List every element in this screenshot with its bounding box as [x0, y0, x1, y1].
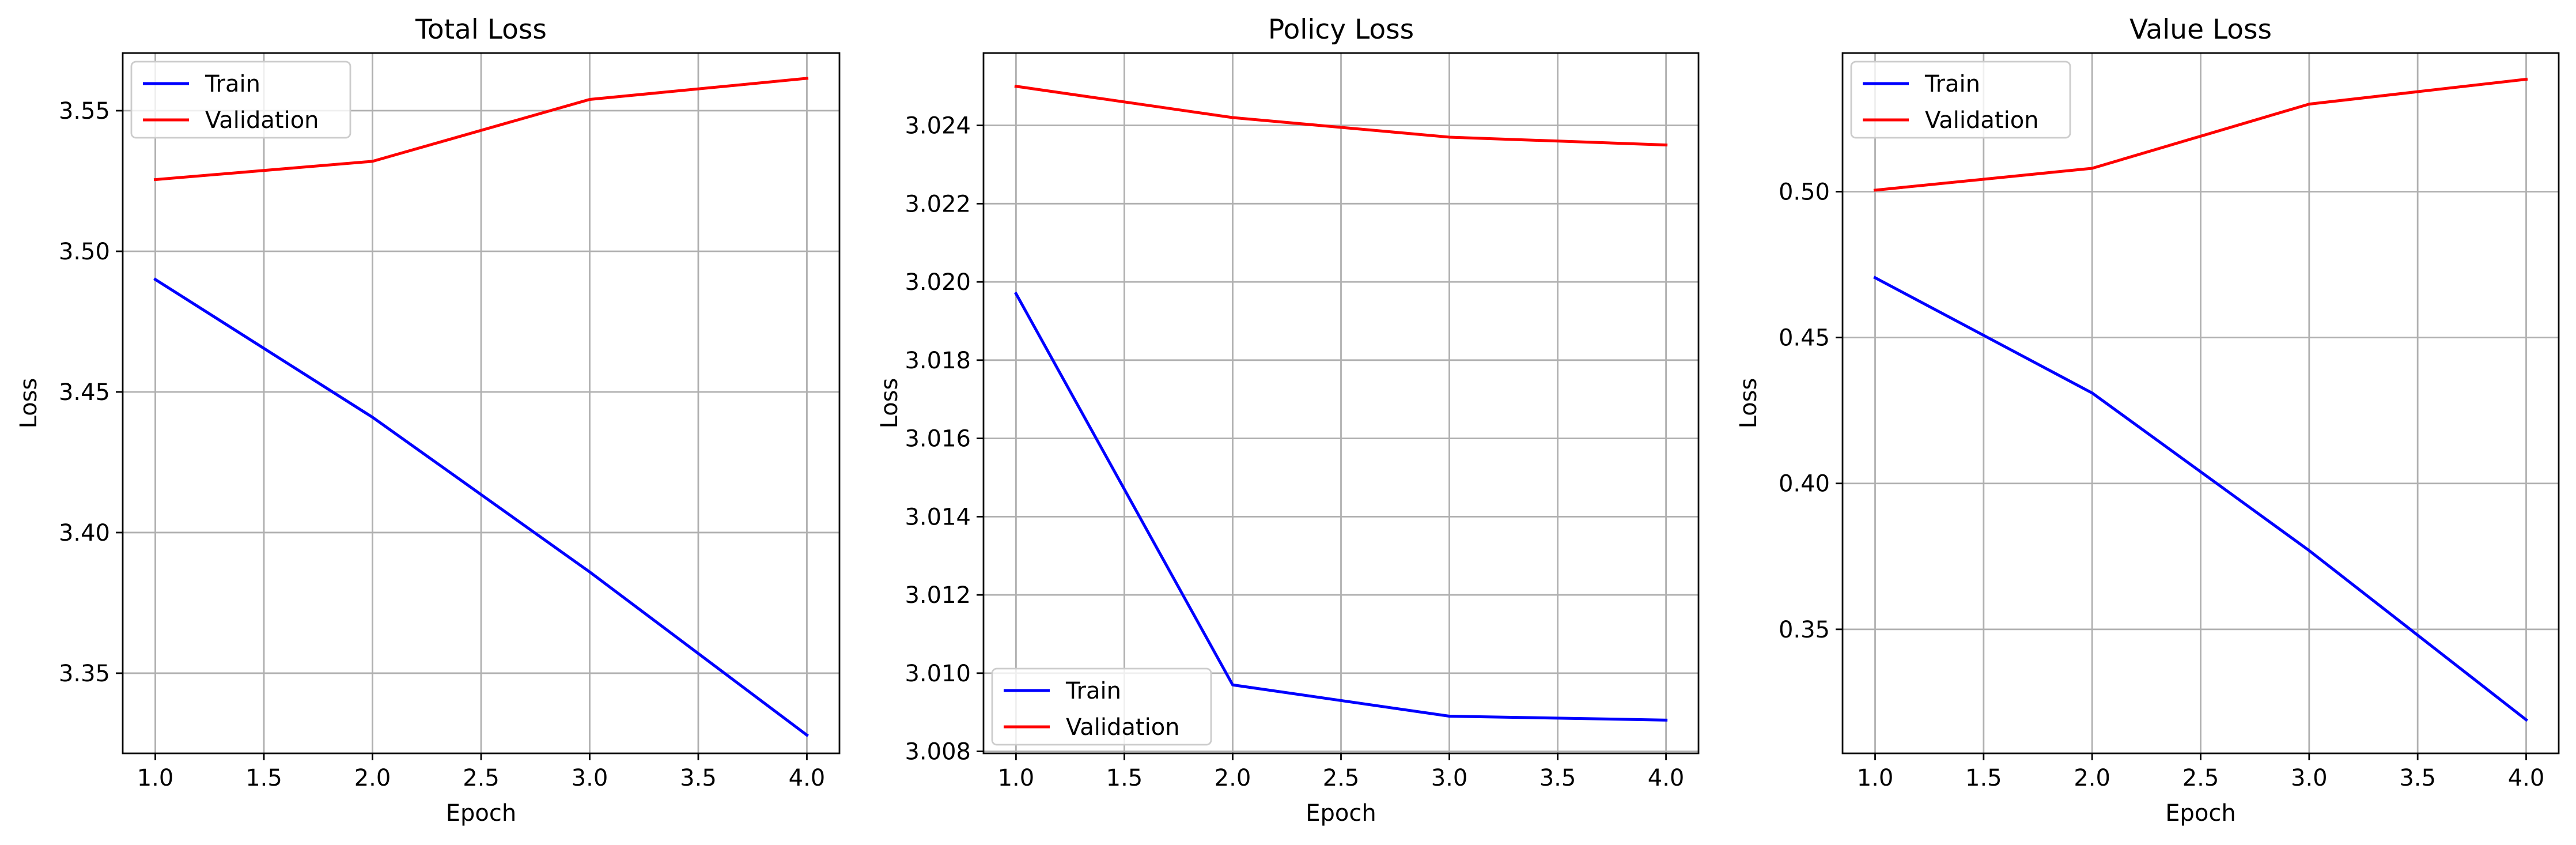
y-tick-label: 3.024	[905, 113, 971, 139]
y-tick-label: 3.016	[905, 426, 971, 452]
x-tick-label: 2.5	[1323, 765, 1360, 791]
y-axis-label: Loss	[876, 378, 903, 429]
y-tick-label: 0.40	[1779, 471, 1830, 497]
x-tick-label: 4.0	[1648, 765, 1685, 791]
y-tick-label: 0.50	[1779, 179, 1830, 205]
series-line-train	[153, 277, 809, 737]
x-tick-label: 3.0	[2291, 765, 2328, 791]
y-tick-label: 3.40	[59, 520, 110, 546]
x-tick-label: 3.5	[1539, 765, 1576, 791]
legend-label-validation: Validation	[205, 107, 319, 134]
x-tick-label: 3.0	[572, 765, 608, 791]
y-tick-label: 3.010	[905, 661, 971, 687]
x-tick-label: 3.0	[1431, 765, 1468, 791]
x-tick-label: 1.5	[1965, 765, 2002, 791]
x-axis-label: Epoch	[2165, 800, 2235, 827]
legend-label-train: Train	[1924, 71, 1980, 97]
chart-panel-2: 1.0 1.5 2.0 2.5 3.0 3.5 4.0 3.008 3.010 3.012 3.01…	[876, 14, 1700, 827]
x-tick-label: 1.0	[137, 765, 174, 791]
y-tick-label: 0.45	[1779, 325, 1830, 352]
series-line-train	[1873, 276, 2529, 722]
x-tick-label: 2.0	[2074, 765, 2110, 791]
x-tick-label: 1.5	[1106, 765, 1143, 791]
chart-title: Value Loss	[2129, 14, 2272, 46]
chart-title: Policy Loss	[1268, 14, 1414, 46]
x-axis-label: Epoch	[1306, 800, 1376, 827]
y-axis-label: Loss	[1735, 378, 1762, 429]
y-tick-label: 0.35	[1779, 617, 1830, 643]
x-tick-label: 1.0	[998, 765, 1035, 791]
series-line-train	[1014, 292, 1668, 722]
legend: Train Validation	[130, 61, 351, 139]
legend-label-train: Train	[205, 71, 260, 97]
x-tick-label: 2.5	[463, 765, 500, 791]
x-tick-label: 2.5	[2182, 765, 2219, 791]
x-tick-label: 2.0	[1215, 765, 1251, 791]
y-tick-label: 3.020	[905, 269, 971, 296]
series-line-validation	[1873, 77, 2528, 192]
x-tick-label: 4.0	[789, 765, 826, 791]
y-tick-label: 3.022	[905, 191, 971, 217]
x-tick-label: 2.0	[354, 765, 391, 791]
x-axis-label: Epoch	[446, 800, 516, 827]
x-tick-label: 1.0	[1857, 765, 1894, 791]
y-axis-label: Loss	[16, 378, 42, 429]
y-tick-label: 3.018	[905, 348, 971, 374]
y-tick-label: 3.45	[59, 379, 110, 406]
y-tick-label: 3.012	[905, 582, 971, 609]
x-tick-label: 1.5	[245, 765, 282, 791]
x-tick-label: 3.5	[680, 765, 717, 791]
y-tick-label: 3.55	[59, 98, 110, 125]
y-tick-label: 3.35	[59, 661, 110, 687]
y-tick-label: 3.50	[59, 239, 110, 265]
legend-label-train: Train	[1065, 678, 1121, 704]
legend: Train Validation	[991, 667, 1212, 746]
chart-panel-3: 1.0 1.5 2.0 2.5 3.0 3.5 4.0 0.35 0.40 0.45 0.50 Val…	[1735, 14, 2560, 827]
chart-panel-1: 1.0 1.5 2.0 2.5 3.0 3.5 4.0 3.35 3.40 3.45 3.50 3.5…	[16, 14, 841, 827]
legend: Train Validation	[1850, 61, 2071, 139]
x-tick-label: 3.5	[2399, 765, 2436, 791]
legend-label-validation: Validation	[1066, 714, 1180, 741]
y-tick-label: 3.008	[905, 739, 971, 765]
x-tick-label: 4.0	[2508, 765, 2545, 791]
y-tick-label: 3.014	[905, 504, 971, 530]
series-line-validation	[1014, 84, 1668, 147]
legend-label-validation: Validation	[1925, 107, 2039, 134]
series-line-validation	[153, 77, 809, 182]
chart-title: Total Loss	[415, 14, 547, 46]
